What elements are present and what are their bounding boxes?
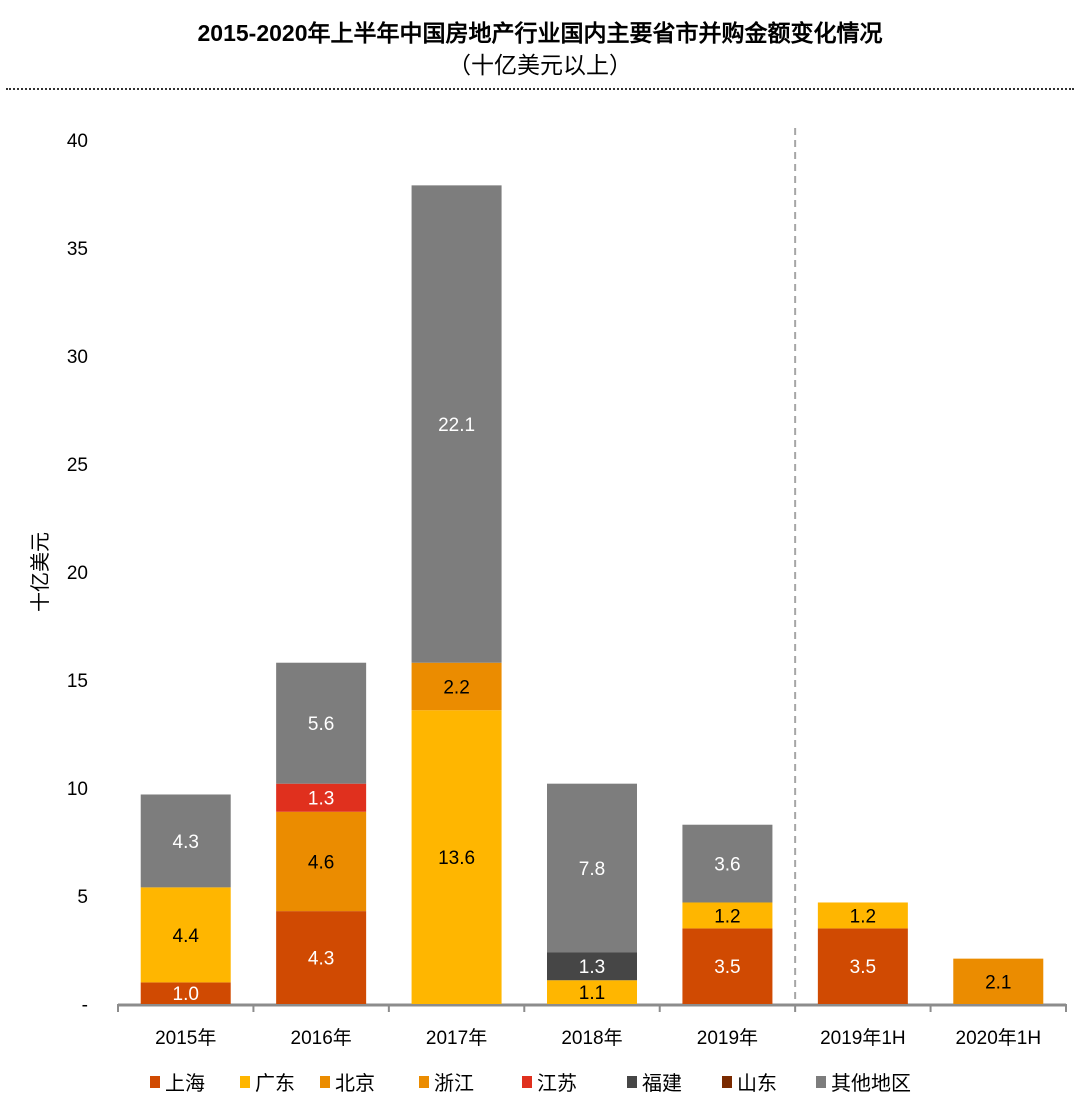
data-label: 2.1 xyxy=(985,972,1011,993)
legend-label: 浙江 xyxy=(434,1072,474,1095)
bar-segment xyxy=(411,185,502,663)
legend-label: 江苏 xyxy=(537,1072,577,1095)
y-tick-label: 30 xyxy=(67,347,88,368)
data-label: 4.3 xyxy=(308,949,334,970)
bar-segment xyxy=(953,958,1044,1004)
y-tick-label: 20 xyxy=(67,563,88,584)
legend-label: 广东 xyxy=(255,1072,295,1095)
x-tick-label: 2016年 xyxy=(291,1027,352,1049)
legend-swatch xyxy=(816,1076,826,1088)
y-tick-label: - xyxy=(82,995,88,1016)
bar-segment xyxy=(817,902,908,929)
x-tick-label: 2018年 xyxy=(561,1027,622,1049)
legend-swatch xyxy=(627,1076,637,1088)
bar-segment xyxy=(140,887,231,983)
bar-segment xyxy=(682,928,773,1004)
legend-label: 上海 xyxy=(165,1072,205,1095)
y-axis-label: 十亿美元 xyxy=(29,532,52,612)
y-tick-label: 25 xyxy=(67,455,88,476)
legend-swatch xyxy=(150,1076,160,1088)
data-label: 1.2 xyxy=(714,906,740,927)
x-tick-label: 2020年1H xyxy=(956,1027,1042,1049)
legend-label: 北京 xyxy=(335,1072,375,1095)
data-label: 2.2 xyxy=(443,677,469,698)
bar-segment xyxy=(276,911,367,1004)
data-label: 1.0 xyxy=(173,984,199,1005)
legend-swatch xyxy=(320,1076,330,1088)
data-label: 13.6 xyxy=(438,848,475,869)
bar-segment xyxy=(682,824,773,903)
data-label: 3.5 xyxy=(714,957,740,978)
bar-segment xyxy=(547,952,637,981)
data-label: 22.1 xyxy=(438,415,475,436)
y-tick-label: 5 xyxy=(77,887,88,908)
bar-segment xyxy=(682,902,773,929)
legend-label: 山东 xyxy=(737,1072,777,1095)
x-tick-label: 2017年 xyxy=(426,1027,487,1049)
data-label: 1.1 xyxy=(579,983,605,1004)
bar-segment xyxy=(276,811,367,912)
bar-segment xyxy=(276,662,367,784)
data-label: 1.2 xyxy=(850,906,876,927)
data-label: 3.5 xyxy=(850,957,876,978)
data-label: 5.6 xyxy=(308,714,334,735)
bar-segment xyxy=(140,794,231,888)
data-label: 1.3 xyxy=(308,789,334,810)
x-tick-label: 2019年 xyxy=(697,1027,758,1049)
data-label: 3.6 xyxy=(714,855,740,876)
data-label: 4.6 xyxy=(308,852,334,873)
bar-segment xyxy=(817,928,908,1004)
bar-segment xyxy=(547,980,637,1004)
legend-swatch xyxy=(240,1076,250,1088)
bar-segment xyxy=(276,783,367,812)
x-tick-label: 2015年 xyxy=(155,1027,216,1049)
y-tick-label: 40 xyxy=(67,131,88,152)
chart-title: 2015-2020年上半年中国房地产行业国内主要省市并购金额变化情况 xyxy=(197,20,883,46)
y-tick-label: 10 xyxy=(67,779,88,800)
legend-swatch xyxy=(722,1076,732,1088)
bar-segment xyxy=(411,662,502,711)
title-divider xyxy=(6,88,1074,90)
x-tick-label: 2019年1H xyxy=(820,1027,906,1049)
legend-swatch xyxy=(522,1076,532,1088)
data-label: 7.8 xyxy=(579,859,605,880)
y-tick-label: 15 xyxy=(67,671,88,692)
legend-swatch xyxy=(419,1076,429,1088)
bar-segment xyxy=(547,783,637,953)
bar-segment xyxy=(411,710,502,1004)
y-tick-label: 35 xyxy=(67,239,88,260)
legend-label: 福建 xyxy=(642,1072,682,1095)
data-label: 4.3 xyxy=(173,832,199,853)
data-label: 4.4 xyxy=(173,926,200,947)
chart-subtitle: （十亿美元以上） xyxy=(448,52,632,78)
legend-label: 其他地区 xyxy=(831,1072,911,1095)
data-label: 1.3 xyxy=(579,957,605,978)
bar-segment xyxy=(140,982,231,1004)
